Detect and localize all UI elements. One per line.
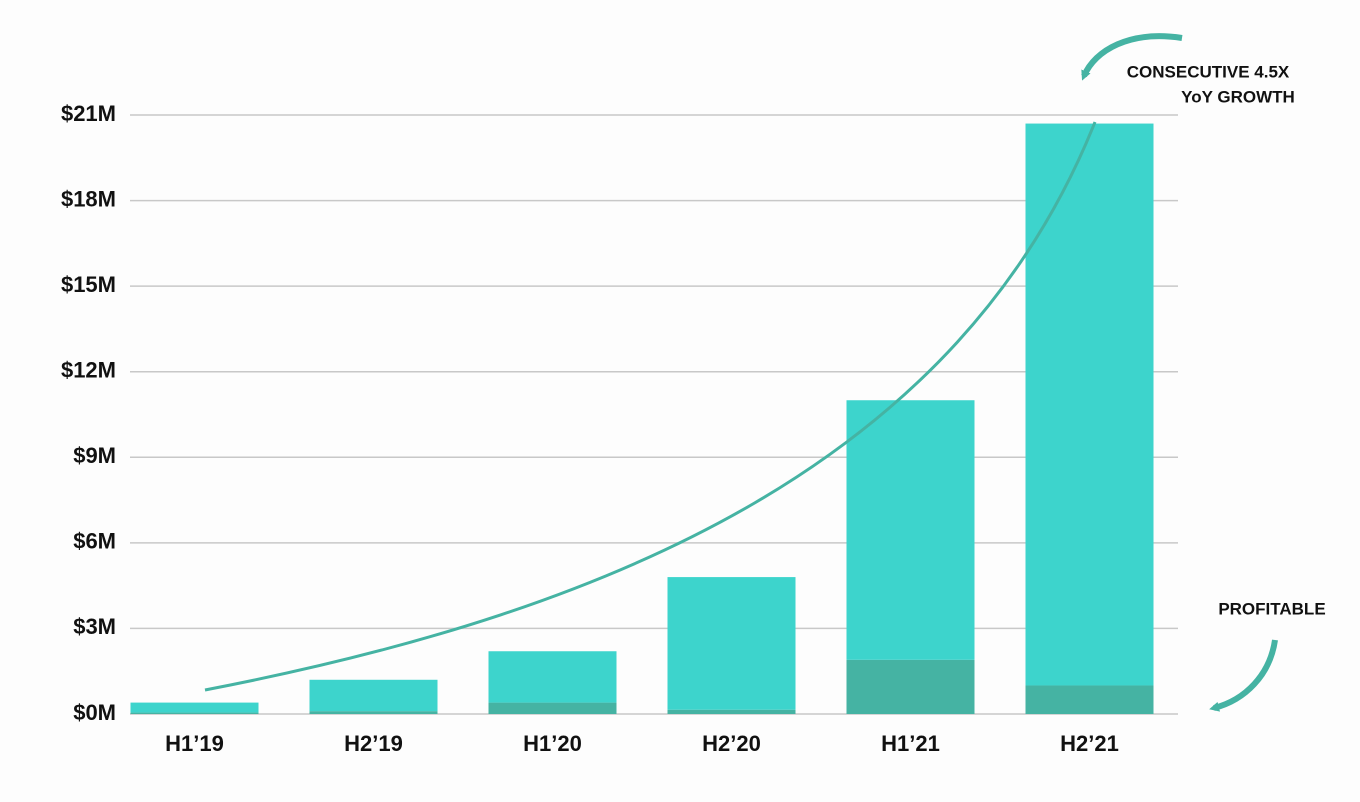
- bar-segment: [130, 712, 259, 714]
- x-tick-label: H1’20: [523, 731, 582, 756]
- bar-segment: [309, 679, 438, 712]
- x-tick-label: H1’21: [881, 731, 940, 756]
- x-tick-label: H2’19: [344, 731, 403, 756]
- y-tick-label: $18M: [61, 186, 116, 211]
- bar-segment: [488, 651, 617, 703]
- bar-segment: [667, 577, 796, 710]
- y-tick-label: $15M: [61, 272, 116, 297]
- y-tick-label: $12M: [61, 358, 116, 383]
- growth-curve: [204, 121, 1097, 692]
- bar-segment: [846, 659, 975, 714]
- y-tick-label: $21M: [61, 101, 116, 126]
- bar-segment: [667, 709, 796, 714]
- y-tick-label: $0M: [73, 700, 116, 725]
- annotation: YoY GROWTH: [1181, 87, 1295, 106]
- annotation: PROFITABLE: [1218, 599, 1325, 618]
- y-tick-label: $3M: [73, 614, 116, 639]
- plot: $0M $3M $6M $9M $12M $15M $18M $21M H1’19 H2’19 H1…: [61, 101, 1178, 756]
- arrow: [1081, 33, 1183, 81]
- y-tick-label: $9M: [73, 443, 116, 468]
- bar-segment: [1025, 123, 1154, 686]
- bar-segment: [846, 400, 975, 660]
- y-tick-label: $6M: [73, 529, 116, 554]
- arrow: [1209, 639, 1278, 712]
- x-tick-label: H2’20: [702, 731, 761, 756]
- bar-segment: [130, 702, 259, 713]
- x-tick-label: H1’19: [165, 731, 224, 756]
- annotation: CONSECUTIVE 4.5X: [1127, 62, 1290, 81]
- bar-segment: [488, 702, 617, 714]
- bar-segment: [1025, 685, 1154, 714]
- x-tick-label: H2’21: [1060, 731, 1119, 756]
- bar-segment: [309, 711, 438, 714]
